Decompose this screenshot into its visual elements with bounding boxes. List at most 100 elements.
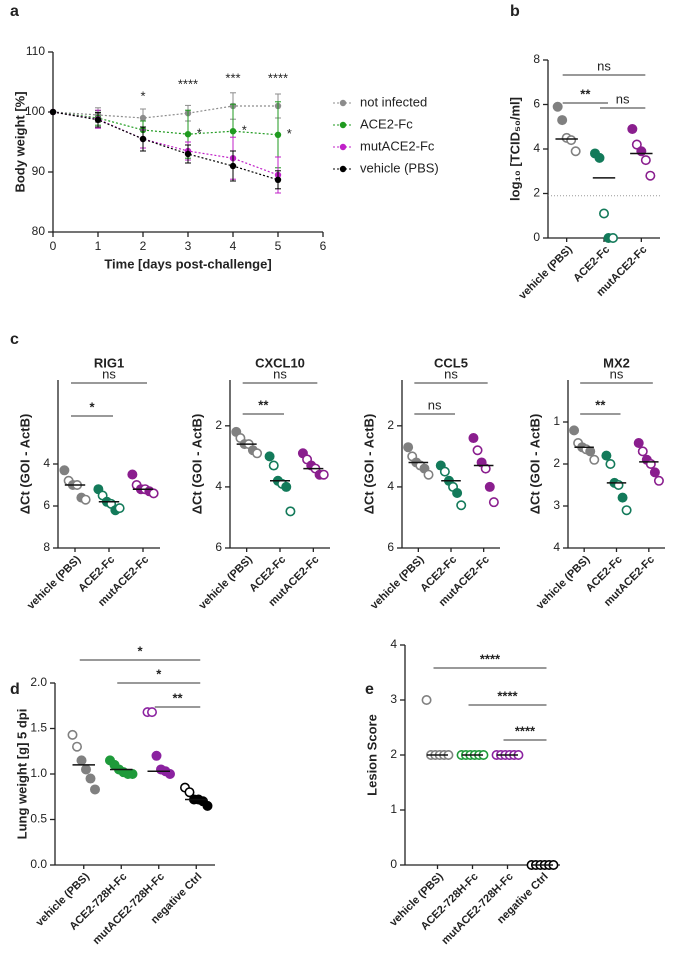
y-axis-label: Body weight [%] xyxy=(12,91,27,192)
data-point xyxy=(90,784,101,795)
data-point xyxy=(127,469,138,480)
data-point xyxy=(423,469,434,480)
y-axis-label: ΔCt (GOI - ActB) xyxy=(361,414,376,515)
data-point xyxy=(569,425,580,436)
annotation: **** xyxy=(268,70,288,85)
data-point xyxy=(281,481,292,492)
significance-label: ns xyxy=(610,366,624,381)
data-point xyxy=(585,446,596,457)
x-axis-label: Time [days post-challenge] xyxy=(104,256,271,271)
data-point xyxy=(147,707,158,718)
data-point xyxy=(631,139,642,150)
data-point xyxy=(403,442,414,453)
data-point xyxy=(613,479,624,490)
y-tick-label: 1.5 xyxy=(30,721,47,735)
legend-label: vehicle (PBS) xyxy=(360,160,439,175)
data-point xyxy=(480,463,491,474)
data-point xyxy=(566,135,577,146)
x-tick-label: mutACE2-728H-Fc xyxy=(91,871,167,947)
y-axis-label: Lesion Score xyxy=(364,714,379,796)
data-point xyxy=(589,454,600,465)
y-tick-label: 2 xyxy=(553,456,560,470)
data-point xyxy=(229,128,237,135)
x-tick-label: 5 xyxy=(275,239,282,253)
y-tick-label: 2 xyxy=(390,747,397,761)
chart-title: MX2 xyxy=(603,355,630,370)
x-tick-label: vehicle (PBS) xyxy=(534,553,592,611)
data-point xyxy=(72,741,83,752)
legend-label: mutACE2-Fc xyxy=(360,138,435,153)
data-point xyxy=(633,437,644,448)
x-tick-label: vehicle (PBS) xyxy=(368,553,426,611)
y-tick-label: 3 xyxy=(553,498,560,512)
y-tick-label: 2.0 xyxy=(30,675,47,689)
x-tick-label: 0 xyxy=(50,239,57,253)
significance-label: ns xyxy=(102,366,116,381)
annotation: * xyxy=(197,126,202,141)
y-tick-label: 0.0 xyxy=(30,857,47,871)
data-point xyxy=(268,460,279,471)
significance-label: ** xyxy=(172,690,183,705)
significance-label: **** xyxy=(515,723,536,738)
significance-label: ns xyxy=(444,366,458,381)
series-line xyxy=(52,111,279,176)
data-point xyxy=(274,131,282,138)
significance-label: **** xyxy=(497,688,518,703)
y-tick-label: 0 xyxy=(390,857,397,871)
data-point xyxy=(81,764,92,775)
data-point xyxy=(184,787,195,798)
y-tick-label: 1.0 xyxy=(30,766,47,780)
data-point xyxy=(552,101,563,112)
y-tick-label: 2 xyxy=(215,418,222,432)
data-point xyxy=(557,115,568,126)
panel-label: a xyxy=(10,3,19,20)
y-tick-label: 1 xyxy=(390,802,397,816)
data-point xyxy=(202,800,213,811)
data-point xyxy=(637,446,648,457)
y-axis-label: ΔCt (GOI - ActB) xyxy=(17,414,32,515)
significance-label: ** xyxy=(580,86,591,101)
x-tick-label: 1 xyxy=(95,239,102,253)
legend-marker xyxy=(339,99,347,107)
y-tick-label: 4 xyxy=(43,456,50,470)
legend-label: not infected xyxy=(360,94,427,109)
y-tick-label: 110 xyxy=(26,44,45,58)
chart-title: CXCL10 xyxy=(255,355,305,370)
data-point xyxy=(148,488,159,499)
data-point xyxy=(114,503,125,514)
data-point xyxy=(67,729,78,740)
data-point xyxy=(139,114,147,122)
data-point xyxy=(94,116,102,124)
data-point xyxy=(59,465,70,476)
data-point xyxy=(318,469,329,480)
y-axis-label: log₁₀ [TCID₅₀/ml] xyxy=(507,97,522,201)
data-point xyxy=(184,131,192,138)
data-point xyxy=(229,162,237,170)
y-tick-label: 6 xyxy=(215,540,222,554)
significance-label: ns xyxy=(616,91,630,106)
data-point xyxy=(601,450,612,461)
data-point xyxy=(621,505,632,516)
data-point xyxy=(264,451,275,462)
legend-marker xyxy=(339,165,347,173)
data-point xyxy=(653,475,664,486)
legend-label: ACE2-Fc xyxy=(360,116,413,131)
legend-marker xyxy=(339,143,347,151)
y-tick-label: 8 xyxy=(43,540,50,554)
annotation: * xyxy=(287,126,292,141)
y-axis-label: ΔCt (GOI - ActB) xyxy=(189,414,204,515)
y-tick-label: 2 xyxy=(533,186,540,200)
annotation: **** xyxy=(178,76,198,91)
annotation: * xyxy=(242,123,247,138)
y-tick-label: 8 xyxy=(533,52,540,66)
x-tick-label: 2 xyxy=(140,239,147,253)
data-point xyxy=(645,170,656,181)
y-tick-label: 6 xyxy=(43,498,50,512)
x-tick-label: vehicle (PBS) xyxy=(197,553,255,611)
data-point xyxy=(421,694,432,705)
data-point xyxy=(627,123,638,134)
data-point xyxy=(184,150,192,158)
panel-label: c xyxy=(10,331,19,348)
significance-label: ** xyxy=(258,397,269,412)
data-point xyxy=(49,108,57,116)
